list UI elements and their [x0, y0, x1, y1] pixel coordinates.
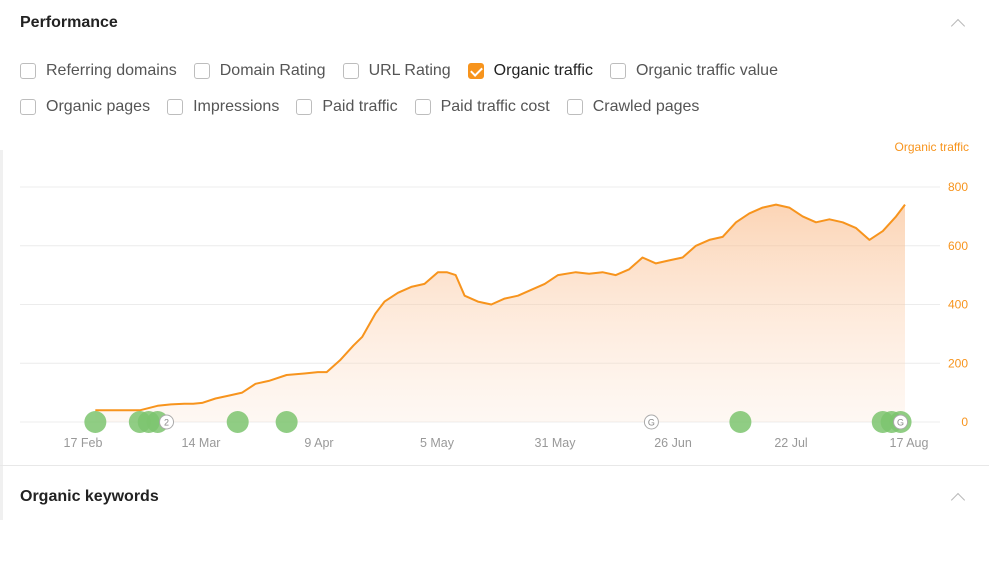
x-tick-label: 17 Feb — [64, 436, 103, 450]
collapse-performance-icon[interactable] — [950, 18, 966, 34]
event-marker[interactable] — [729, 411, 752, 433]
paid-traffic-cost-checkbox[interactable]: Paid traffic cost — [414, 98, 550, 116]
impressions-checkbox[interactable]: Impressions — [167, 98, 279, 116]
badge-marker-label: 2 — [164, 418, 169, 428]
metric-checkbox-row-2: Organic pages Impressions Paid traffic P… — [20, 98, 716, 116]
checkbox-icon[interactable] — [20, 63, 36, 79]
x-tick-label: 14 Mar — [182, 436, 221, 450]
y-tick-label: 600 — [948, 239, 968, 253]
badge-marker-label: G — [897, 418, 904, 428]
x-tick-label: 17 Aug — [890, 436, 929, 450]
referring-domains-checkbox[interactable]: Referring domains — [20, 62, 177, 80]
checkbox-icon[interactable] — [414, 99, 431, 115]
organic-traffic-value-checkbox[interactable]: Organic traffic value — [609, 62, 778, 80]
x-tick-label: 26 Jun — [654, 436, 692, 450]
paid-traffic-checkbox[interactable]: Paid traffic — [296, 98, 398, 116]
checkbox-icon[interactable] — [342, 63, 359, 79]
badge-marker[interactable] — [643, 414, 659, 430]
domain-rating-checkbox[interactable]: Domain Rating — [193, 62, 326, 80]
badge-marker-label: G — [648, 418, 655, 428]
section-divider — [0, 465, 989, 466]
x-tick-label: 5 May — [420, 436, 455, 450]
metric-checkbox-row-1: Referring domains Domain Rating URL Rati… — [20, 62, 795, 80]
url-rating-checkbox[interactable]: URL Rating — [342, 62, 451, 80]
checkbox-icon[interactable] — [167, 99, 184, 115]
organic-traffic-line — [95, 203, 906, 412]
event-marker[interactable] — [84, 411, 107, 433]
y-tick-label: 800 — [948, 180, 968, 194]
badge-marker[interactable] — [159, 414, 175, 430]
organic-traffic-area — [95, 204, 906, 422]
checkbox-icon[interactable] — [20, 99, 36, 115]
checkbox-checked-icon[interactable] — [467, 63, 484, 79]
badge-marker[interactable] — [893, 414, 909, 430]
organic-keywords-title: Organic keywords — [20, 488, 159, 505]
checkbox-icon[interactable] — [609, 63, 626, 79]
x-tick-label: 31 May — [535, 436, 577, 450]
checkbox-icon[interactable] — [193, 63, 210, 79]
y-tick-label: 400 — [948, 298, 968, 312]
event-marker[interactable] — [275, 411, 298, 433]
organic-pages-checkbox[interactable]: Organic pages — [20, 98, 150, 116]
organic-traffic-chart: 800 600 400 200 0 17 Feb 14 Mar 9 Apr 5 May 31 Ma… — [20, 180, 968, 450]
crawled-pages-checkbox[interactable]: Crawled pages — [566, 98, 699, 116]
x-tick-label: 9 Apr — [304, 436, 333, 450]
performance-title: Performance — [20, 14, 118, 31]
x-tick-label: 22 Jul — [774, 436, 807, 450]
series-axis-label: Organic traffic — [894, 140, 969, 154]
checkbox-icon[interactable] — [296, 99, 313, 115]
checkbox-icon[interactable] — [566, 99, 583, 115]
organic-traffic-checkbox[interactable]: Organic traffic — [467, 62, 593, 80]
collapse-organic-keywords-icon[interactable] — [950, 492, 966, 508]
y-tick-label: 0 — [961, 415, 968, 429]
scroll-edge — [0, 150, 3, 520]
y-tick-label: 200 — [948, 356, 968, 370]
event-marker[interactable] — [226, 411, 249, 433]
